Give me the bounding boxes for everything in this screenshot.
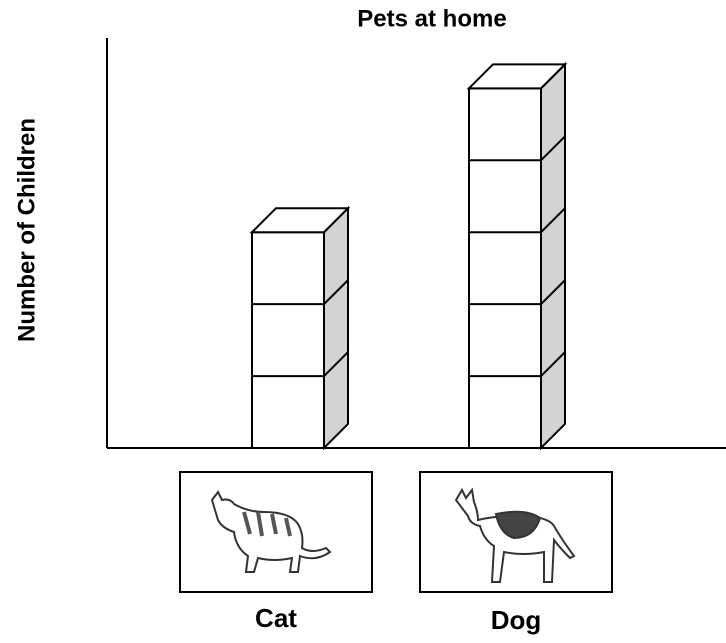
bar-side — [540, 61, 566, 451]
x-tick-label: Dog — [491, 605, 542, 635]
x-tick-label: Cat — [255, 603, 297, 633]
cube-edge — [469, 207, 566, 234]
bar — [468, 87, 542, 449]
cube-edge — [469, 279, 566, 306]
chart-title: Pets at home — [357, 5, 506, 32]
y-axis-label: Number of Children — [13, 118, 40, 342]
cube-edge — [252, 279, 349, 306]
bar — [251, 231, 325, 449]
bar-side — [323, 205, 349, 451]
cube-edge — [252, 351, 349, 378]
dog-picture — [454, 487, 576, 583]
bar-top — [466, 63, 568, 90]
cat-picture — [210, 490, 332, 573]
bar-top — [249, 207, 351, 234]
cube-edge — [469, 351, 566, 378]
cube-edge — [469, 135, 566, 162]
